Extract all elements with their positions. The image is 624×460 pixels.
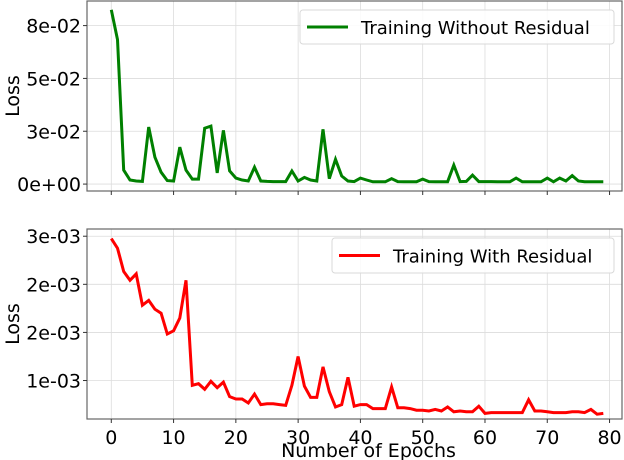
x-tick-label: 50	[411, 427, 435, 449]
plot-frame	[86, 0, 623, 192]
y-tick-label: 8e-02	[26, 16, 81, 38]
y-axis-label: Loss	[2, 75, 24, 117]
x-tick-label: 20	[224, 427, 248, 449]
top-panel-without-residual: 0e+00 3e-02 5e-02 8e-02 Loss Training Without…	[2, 0, 623, 196]
x-tick-label: 60	[473, 427, 497, 449]
x-axis-label: Number of Epochs	[281, 440, 456, 460]
x-tick-label: 10	[161, 427, 185, 449]
x-tick-label: 0	[105, 427, 117, 449]
x-tick-label: 80	[597, 427, 621, 449]
y-tick-label: 1e-03	[26, 371, 81, 393]
y-tick-label: 3e-03	[26, 226, 81, 248]
legend: Training With Residual	[331, 237, 615, 274]
plot-frame	[86, 228, 623, 420]
bottom-panel-with-residual: 0 10 20 30 40 50 60 70 80 1e-03 2e-03 2e-03 3e-03 Los…	[2, 226, 623, 460]
legend: Training Without Residual	[299, 9, 615, 45]
series-line	[109, 9, 604, 184]
legend-box	[331, 237, 615, 274]
x-tick-label: 30	[286, 427, 310, 449]
x-tick-label: 70	[535, 427, 559, 449]
x-tick-label: 40	[348, 427, 372, 449]
series-line	[110, 237, 604, 416]
y-tick-label: 2e-03	[26, 322, 81, 344]
y-tick-label: 2e-03	[26, 274, 81, 296]
legend-label: Training Without Residual	[360, 18, 590, 39]
grid-lines	[87, 229, 622, 419]
legend-label: Training With Residual	[392, 247, 592, 268]
y-tick-label: 5e-02	[26, 68, 81, 90]
y-axis-label: Loss	[2, 303, 24, 345]
y-tick-label: 3e-02	[26, 121, 81, 143]
y-tick-label: 0e+00	[17, 174, 81, 196]
legend-box	[299, 9, 615, 45]
